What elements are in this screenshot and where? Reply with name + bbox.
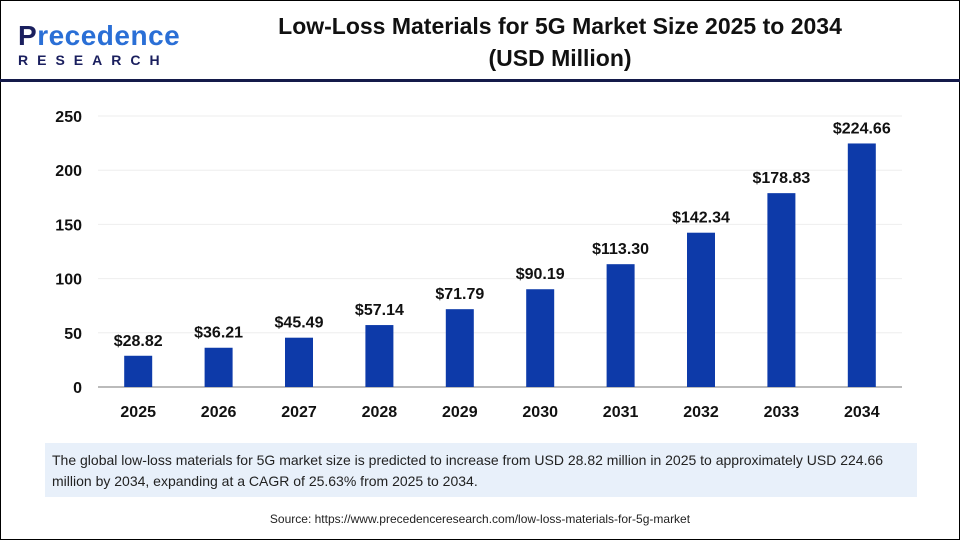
bar [124,355,153,387]
header-divider [0,79,960,82]
x-tick-label: 2027 [281,404,317,421]
data-label: $113.30 [592,241,649,258]
bar [365,325,394,387]
data-label: $224.66 [833,120,891,137]
logo-text: Precedence [18,20,181,51]
chart-title: Low-Loss Materials for 5G Market Size 20… [240,10,880,74]
y-tick-label: 250 [55,109,82,126]
x-tick-label: 2025 [120,404,156,421]
y-tick-label: 200 [55,163,82,180]
data-label: $36.21 [194,325,243,342]
bar [285,337,313,387]
data-label: $142.34 [672,210,730,227]
x-tick-label: 2026 [201,404,237,421]
y-tick-label: 150 [55,217,82,234]
data-label: $178.83 [752,170,810,187]
y-tick-label: 50 [64,326,82,343]
logo: Precedence RESEARCH [18,20,181,69]
x-tick-label: 2032 [683,404,719,421]
bar-chart: 0 50 100 150 200 250 $28.82 2025 $36.21 2026 $45.4… [55,109,902,421]
data-label: $90.19 [516,266,565,283]
data-label: $71.79 [435,286,484,303]
bar [445,309,474,387]
bar [847,143,876,387]
y-tick-label: 0 [73,380,82,397]
bar [606,264,635,387]
data-label: $57.14 [355,302,404,319]
bar [204,347,233,387]
summary-note: The global low-loss materials for 5G mar… [45,443,917,497]
title-line-1: Low-Loss Materials for 5G Market Size 20… [278,13,842,39]
data-label: $45.49 [275,315,324,332]
source-text: Source: https://www.precedenceresearch.c… [269,512,691,526]
bar [767,193,796,387]
x-tick-label: 2034 [844,404,880,421]
logo-sub: RESEARCH [18,52,169,68]
x-tick-label: 2031 [603,404,639,421]
y-tick-label: 100 [55,272,82,289]
x-tick-label: 2029 [442,404,478,421]
x-tick-label: 2030 [522,404,558,421]
bar [687,232,715,387]
x-tick-label: 2028 [362,404,398,421]
data-label: $28.82 [114,333,163,350]
x-tick-label: 2033 [764,404,800,421]
title-line-2: (USD Million) [488,45,632,71]
bar [526,289,555,387]
